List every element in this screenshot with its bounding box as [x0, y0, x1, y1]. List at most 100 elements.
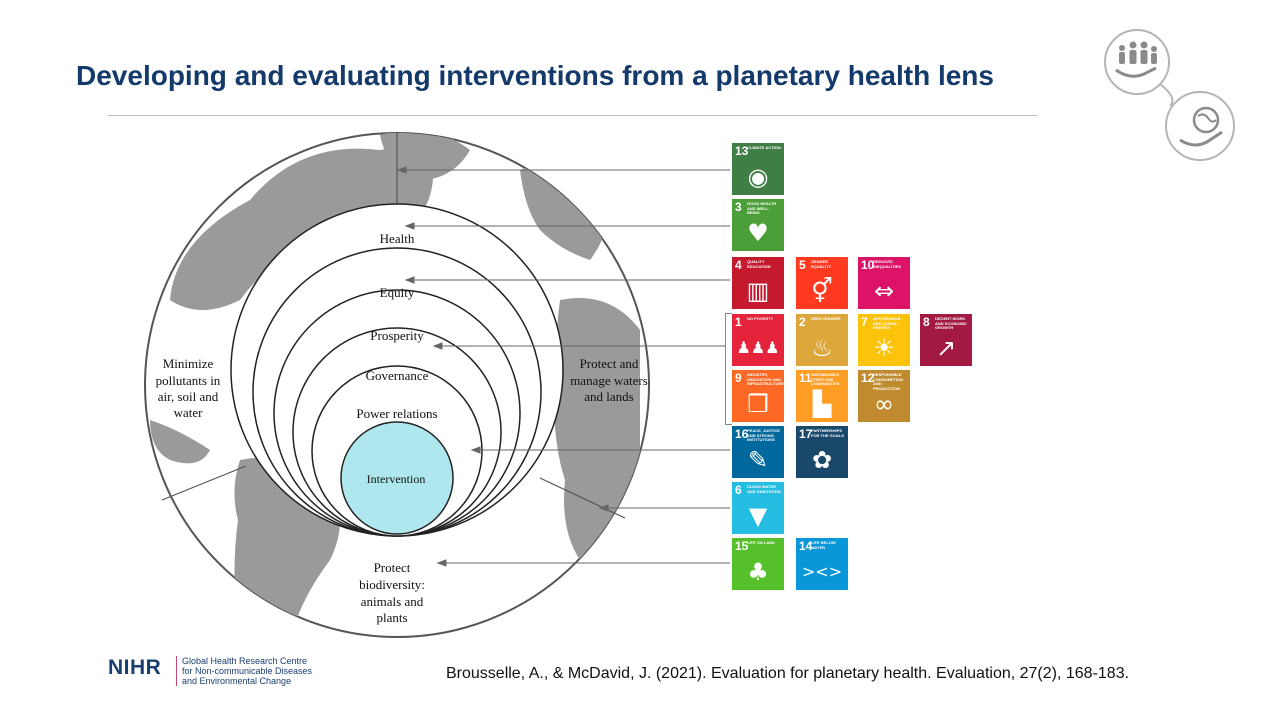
sdg-caption: NO POVERTY — [747, 316, 774, 321]
bottom-label-line: biodiversity: — [359, 577, 425, 592]
sdg-number: 15 — [735, 539, 749, 553]
right-sector-label: Protect and manage waters and lands — [570, 356, 648, 404]
sdg-number: 10 — [861, 258, 875, 272]
sdg-number: 9 — [735, 371, 742, 385]
sdg-caption: INDUSTRY, INNOVATION AND INFRASTRUCTURE — [747, 372, 784, 386]
sdg-caption: PEACE, JUSTICE AND STRONG INSTITUTIONS — [747, 428, 780, 442]
continents — [150, 133, 640, 637]
sdg-caption: QUALITY EDUCATION — [747, 259, 771, 269]
title-divider — [108, 115, 1038, 116]
sdg-tile-6: 6 CLEAN WATER AND SANITATION ▼ — [732, 482, 784, 534]
sdg-tile-12: 12 RESPONSIBLE CONSUMPTION AND PRODUCTIO… — [858, 370, 910, 422]
sdg-caption: LIFE BELOW WATER — [811, 540, 836, 550]
sdg-number: 7 — [861, 315, 868, 329]
sdg-caption: GOOD HEALTH AND WELL-BEING — [747, 201, 777, 215]
sdg-caption: SUSTAINABLE CITIES AND COMMUNITIES — [811, 372, 840, 386]
sdg-tile-9: 9 INDUSTRY, INNOVATION AND INFRASTRUCTUR… — [732, 370, 784, 422]
city-icon: ▙ — [812, 390, 832, 418]
tree-icon: ♣ — [747, 558, 769, 586]
intervention-circle — [340, 421, 454, 535]
sdg-caption: AFFORDABLE AND CLEAN ENERGY — [873, 316, 901, 330]
rings-icon: ✿ — [811, 446, 833, 474]
right-label-line: Protect and — [580, 356, 639, 371]
slide-title: Developing and evaluating interventions … — [76, 60, 994, 91]
ring-label-health: Health — [380, 231, 415, 246]
centre-name: Global Health Research Centre for Non-co… — [182, 656, 312, 686]
right-label-line: and lands — [584, 389, 633, 404]
sdg-tile-8: 8 DECENT WORK AND ECONOMIC GROWTH ↗ — [920, 314, 972, 366]
ring-label-power-relations: Power relations — [356, 406, 437, 421]
sdg-number: 5 — [799, 258, 806, 272]
center-label: Intervention — [367, 472, 426, 486]
citation: Brousselle, A., & McDavid, J. (2021). Ev… — [446, 665, 1130, 682]
sdg-number: 4 — [735, 258, 742, 272]
sdg-number: 8 — [923, 315, 930, 329]
equality-icon: ⇔ — [873, 277, 895, 305]
sdg-number: 6 — [735, 483, 742, 497]
sdg-tile-10: 10 REDUCED INEQUALITIES ⇔ — [858, 257, 910, 309]
sdg-tile-11: 11 SUSTAINABLE CITIES AND COMMUNITIES ▙ — [796, 370, 848, 422]
right-label-line: manage waters — [570, 373, 648, 388]
sdg-caption: DECENT WORK AND ECONOMIC GROWTH — [935, 316, 967, 330]
sdg-tile-4: 4 QUALITY EDUCATION ▥ — [732, 257, 784, 309]
infinity-icon: ∞ — [874, 390, 894, 418]
sdg-tile-16: 16 PEACE, JUSTICE AND STRONG INSTITUTION… — [732, 426, 784, 478]
sdg-tile-7: 7 AFFORDABLE AND CLEAN ENERGY ☀ — [858, 314, 910, 366]
sdg-caption: RESPONSIBLE CONSUMPTION AND PRODUCTION — [873, 372, 903, 391]
sdg-number: 14 — [799, 539, 813, 553]
sdg-tile-13: 13 CLIMATE ACTION ◉ — [732, 143, 784, 195]
centre-line: Global Health Research Centre — [182, 656, 308, 666]
sdg-number: 17 — [799, 427, 813, 441]
ring-label-governance: Governance — [366, 368, 429, 383]
sdg-number: 12 — [861, 371, 875, 385]
family-icon: ♟♟♟ — [736, 338, 780, 357]
sdg-tile-3: 3 GOOD HEALTH AND WELL-BEING ♥ — [732, 199, 784, 251]
logo-divider — [176, 656, 177, 686]
sdg-number: 1 — [735, 315, 742, 329]
sdg-tile-14: 14 LIFE BELOW WATER ><> — [796, 538, 848, 590]
bottom-sector-label: Protect biodiversity: animals and plants — [359, 560, 425, 625]
left-label-line: water — [174, 405, 204, 420]
eye-globe-icon: ◉ — [747, 163, 769, 191]
fish-icon: ><> — [801, 562, 843, 581]
dove-icon: ✎ — [747, 446, 769, 474]
bowl-icon: ♨ — [811, 334, 833, 362]
planetary-health-logo — [1104, 29, 1235, 161]
left-label-line: pollutants in — [156, 373, 221, 388]
growth-chart-icon: ↗ — [935, 334, 957, 362]
nihr-wordmark: NIHR — [108, 656, 162, 679]
left-label-line: air, soil and — [158, 389, 219, 404]
sdg-number: 2 — [799, 315, 806, 329]
sdg-caption: PARTNERSHIPS FOR THE GOALS — [811, 428, 844, 438]
bottom-label-line: animals and — [361, 594, 424, 609]
sdg-group-bracket — [725, 313, 732, 425]
bottom-label-line: plants — [376, 610, 407, 625]
sdg-caption: GENDER EQUALITY — [811, 259, 832, 269]
ring-label-equity: Equity — [380, 285, 415, 300]
left-label-line: Minimize — [163, 356, 214, 371]
sun-icon: ☀ — [873, 334, 895, 362]
sdg-caption: CLEAN WATER AND SANITATION — [747, 484, 781, 494]
ring-label-prosperity: Prosperity — [370, 328, 424, 343]
heartbeat-icon: ♥ — [747, 219, 769, 247]
bottom-label-line: Protect — [374, 560, 411, 575]
sdg-number: 3 — [735, 200, 742, 214]
sdg-number: 16 — [735, 427, 749, 441]
sdg-tile-15: 15 LIFE ON LAND ♣ — [732, 538, 784, 590]
sdg-caption: ZERO HUNGER — [811, 316, 841, 321]
sdg-tile-5: 5 GENDER EQUALITY ⚥ — [796, 257, 848, 309]
cubes-icon: ❒ — [747, 390, 769, 418]
connector-arrows — [396, 166, 730, 567]
sdg-caption: LIFE ON LAND — [747, 540, 775, 545]
centre-line: for Non-communicable Diseases — [182, 666, 313, 676]
sdg-caption: REDUCED INEQUALITIES — [873, 259, 902, 269]
sdg-tile-2: 2 ZERO HUNGER ♨ — [796, 314, 848, 366]
water-drop-icon: ▼ — [748, 502, 768, 530]
sdg-tile-1: 1 NO POVERTY ♟♟♟ — [732, 314, 784, 366]
sdg-number: 13 — [735, 144, 749, 158]
book-icon: ▥ — [746, 277, 770, 305]
left-sector-label: Minimize pollutants in air, soil and wat… — [156, 356, 221, 420]
sdg-tile-17: 17 PARTNERSHIPS FOR THE GOALS ✿ — [796, 426, 848, 478]
gender-icon: ⚥ — [811, 277, 833, 305]
